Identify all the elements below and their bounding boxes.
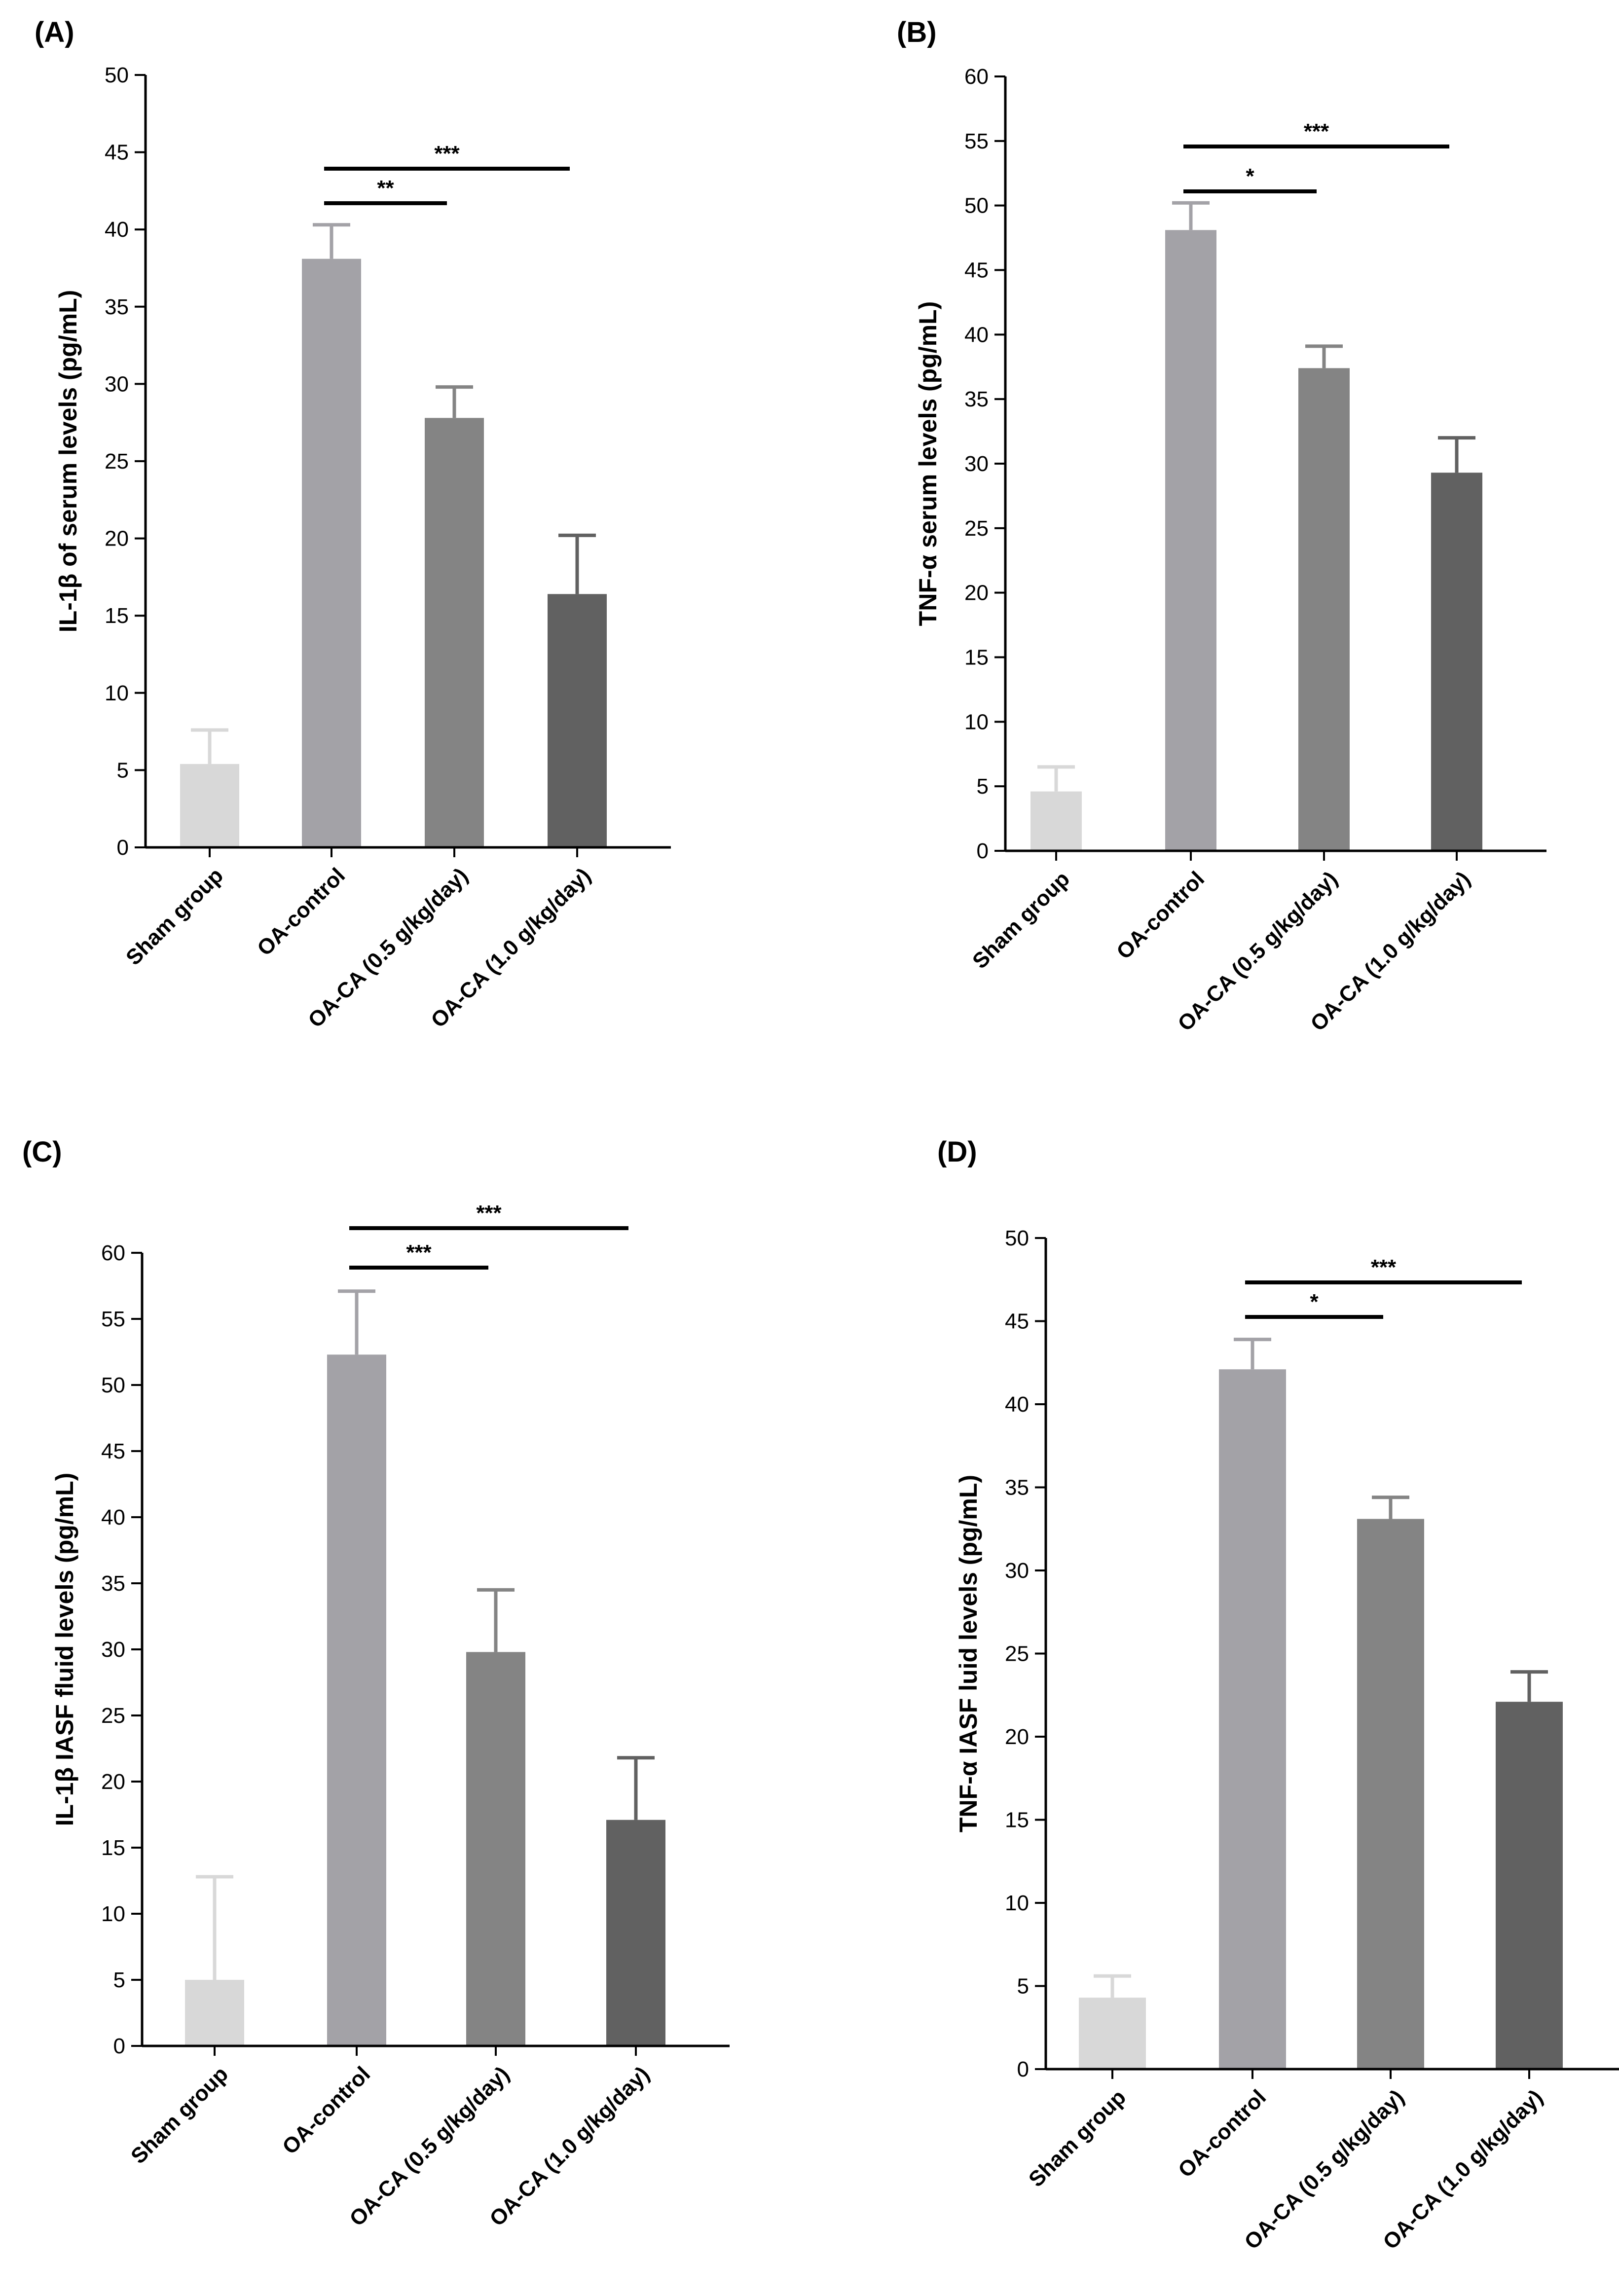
x-tick-label: OA-control: [278, 2062, 375, 2159]
bar-4: [548, 594, 607, 847]
y-axis-label: TNF-α IASF luid levels (pg/mL): [955, 1475, 982, 1832]
y-tick-label: 25: [101, 1704, 125, 1728]
y-tick-label: 5: [1017, 1974, 1029, 1999]
y-axis-label: IL-1β of serum levels (pg/mL): [54, 290, 82, 633]
y-tick-label: 40: [101, 1505, 125, 1530]
bar-2: [327, 1354, 386, 2046]
x-tick-label: OA-CA (0.5 g/kg/day): [1240, 2085, 1409, 2254]
significance-label: ***: [476, 1201, 502, 1225]
x-tick-label: Sham group: [968, 867, 1074, 973]
y-tick-label: 50: [105, 63, 129, 87]
bar-1: [1030, 791, 1082, 851]
bar-2: [1165, 230, 1216, 851]
bar-4: [1496, 1702, 1563, 2069]
y-axis-label: TNF-α serum levels (pg/mL): [914, 301, 942, 626]
y-tick-label: 20: [105, 527, 129, 551]
y-tick-label: 10: [105, 681, 129, 705]
y-tick-label: 35: [101, 1571, 125, 1596]
y-tick-label: 10: [101, 1902, 125, 1926]
x-tick-label: OA-CA (1.0 g/kg/day): [1378, 2085, 1547, 2254]
bar-1: [180, 764, 239, 847]
y-tick-label: 15: [101, 1836, 125, 1860]
y-tick-label: 25: [964, 516, 989, 541]
y-tick-label: 35: [964, 387, 989, 411]
y-tick-label: 20: [101, 1770, 125, 1794]
bar-3: [425, 418, 484, 847]
panel-label: (A): [35, 16, 74, 48]
significance-label: ***: [434, 142, 460, 166]
y-tick-label: 30: [964, 452, 989, 476]
y-tick-label: 40: [1005, 1392, 1029, 1417]
x-tick-label: Sham group: [126, 2062, 233, 2168]
bar-1: [185, 1980, 244, 2046]
x-tick-label: OA-control: [253, 863, 350, 960]
panel-label: (B): [897, 16, 937, 48]
significance-label: *: [1310, 1290, 1319, 1314]
y-tick-label: 50: [101, 1373, 125, 1397]
chart-panel-4: (D) 0 5 10 15 20 25 30 35 40 45 50 Sham group OA-cont…: [937, 1136, 1619, 2254]
y-tick-label: 30: [105, 372, 129, 396]
y-tick-label: 55: [101, 1307, 125, 1331]
bar-2: [302, 258, 361, 847]
y-tick-label: 50: [1005, 1226, 1029, 1250]
y-tick-label: 60: [964, 65, 989, 89]
y-tick-label: 0: [977, 839, 989, 863]
y-tick-label: 50: [964, 194, 989, 218]
y-tick-label: 40: [964, 323, 989, 347]
y-tick-label: 45: [101, 1439, 125, 1463]
y-tick-label: 20: [964, 581, 989, 605]
significance-label: *: [1246, 164, 1254, 188]
y-tick-label: 10: [964, 710, 989, 734]
y-axis-label: IL-1β IASF fluid levels (pg/mL): [51, 1473, 78, 1826]
panel-label: (D): [937, 1136, 977, 1168]
y-tick-label: 5: [977, 774, 989, 799]
y-tick-label: 0: [117, 836, 129, 860]
y-tick-label: 0: [1017, 2057, 1029, 2081]
significance-label: ***: [406, 1240, 432, 1265]
bar-3: [466, 1652, 525, 2046]
y-tick-label: 45: [105, 141, 129, 165]
y-tick-label: 25: [105, 449, 129, 474]
y-tick-label: 0: [113, 2034, 125, 2058]
y-tick-label: 5: [117, 758, 129, 782]
x-tick-label: Sham group: [1024, 2085, 1131, 2191]
y-tick-label: 30: [101, 1638, 125, 1662]
chart-panel-1: (A) 0 5 10 15 20 25 30 35 40 45 50 Sham group OA-cont…: [35, 16, 671, 1032]
y-tick-label: 60: [101, 1241, 125, 1265]
y-tick-label: 15: [105, 604, 129, 628]
y-tick-label: 10: [1005, 1891, 1029, 1915]
y-tick-label: 30: [1005, 1559, 1029, 1583]
y-tick-label: 15: [1005, 1808, 1029, 1832]
y-tick-label: 15: [964, 646, 989, 670]
significance-label: ***: [1371, 1255, 1397, 1279]
bar-4: [606, 1820, 665, 2046]
y-tick-label: 5: [113, 1968, 125, 1992]
y-tick-label: 55: [964, 129, 989, 153]
x-tick-label: OA-CA (1.0 g/kg/day): [485, 2062, 654, 2231]
y-tick-label: 20: [1005, 1725, 1029, 1749]
y-tick-label: 45: [964, 258, 989, 283]
y-tick-label: 25: [1005, 1642, 1029, 1666]
panel-label: (C): [22, 1136, 62, 1168]
bar-3: [1357, 1519, 1424, 2069]
bar-1: [1079, 1998, 1146, 2069]
y-tick-label: 40: [105, 218, 129, 242]
x-tick-label: OA-CA (0.5 g/kg/day): [345, 2062, 514, 2231]
chart-panel-3: (C) 0 5 10 15 20 25 30 35 40 45 50 55 60 Sham group OA-…: [22, 1136, 730, 2231]
bar-2: [1219, 1369, 1286, 2069]
x-tick-label: OA-control: [1112, 867, 1209, 964]
y-tick-label: 35: [1005, 1476, 1029, 1500]
bar-3: [1298, 368, 1350, 851]
y-tick-label: 35: [105, 295, 129, 319]
significance-label: **: [377, 176, 394, 200]
x-tick-label: Sham group: [121, 863, 228, 970]
y-tick-label: 45: [1005, 1310, 1029, 1334]
chart-panel-2: (B) 0 5 10 15 20 25 30 35 40 45 50 55 60 Sham group OA-…: [897, 16, 1546, 1036]
significance-label: ***: [1304, 119, 1329, 144]
bar-4: [1431, 473, 1482, 851]
x-tick-label: OA-control: [1174, 2085, 1271, 2182]
